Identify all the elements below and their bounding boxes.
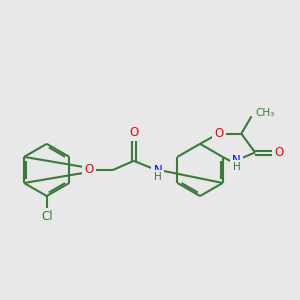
Text: H: H — [154, 172, 162, 182]
Text: N: N — [154, 164, 162, 177]
Text: CH₃: CH₃ — [256, 108, 275, 118]
Text: Cl: Cl — [41, 210, 52, 223]
Text: O: O — [85, 164, 94, 176]
Text: O: O — [214, 127, 224, 140]
Text: O: O — [129, 126, 138, 139]
Text: O: O — [274, 146, 284, 159]
Text: H: H — [233, 162, 241, 172]
Text: N: N — [232, 154, 241, 167]
